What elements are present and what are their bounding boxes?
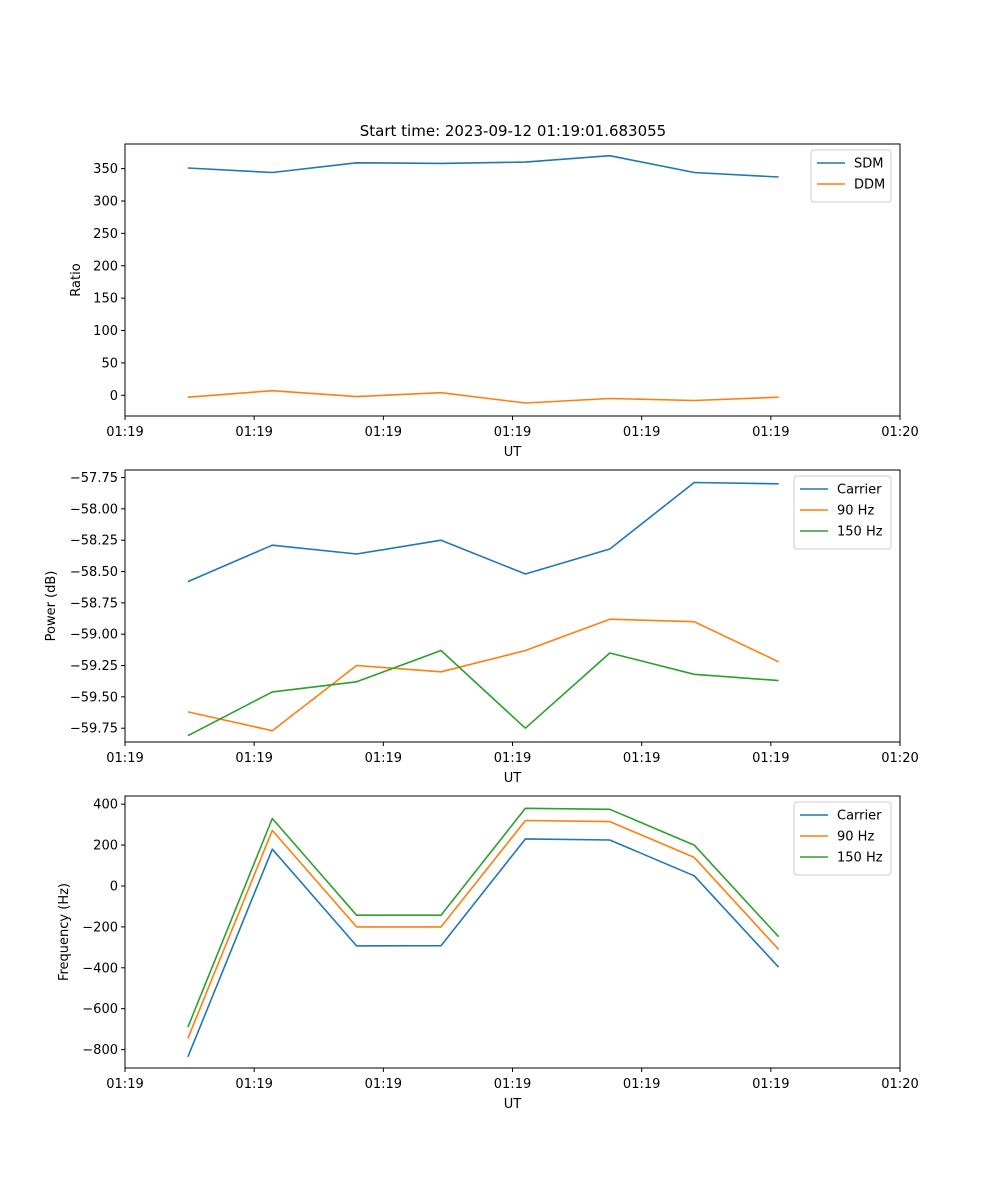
x-tick-label: 01:19 (623, 751, 660, 766)
x-tick-label: 01:19 (235, 425, 272, 440)
series-line-90-hz (187, 618, 779, 732)
y-tick-label: −58.00 (70, 502, 118, 517)
subplots: 0 50 100 150 200 250 300 350 01:19 01:19 01:19 01:1… (44, 143, 919, 1112)
series-line-ddm (187, 389, 779, 404)
x-axis-label: UT (504, 1097, 522, 1112)
x-tick-label: 01:20 (881, 751, 918, 766)
x-tick-label: 01:19 (752, 425, 789, 440)
x-tick-label: 01:19 (752, 751, 789, 766)
x-tick-label: 01:19 (106, 751, 143, 766)
y-tick-label: −58.25 (70, 534, 118, 549)
legend-label: Carrier (837, 809, 882, 824)
x-tick-label: 01:19 (494, 425, 531, 440)
y-tick-label: 350 (93, 162, 118, 177)
series-line-carrier (187, 838, 780, 1058)
x-tick-label: 01:19 (494, 751, 531, 766)
x-tick-label: 01:19 (106, 1077, 143, 1092)
legend-label: 150 Hz (837, 851, 883, 866)
x-axis-label: UT (504, 771, 522, 786)
y-tick-label: −400 (82, 961, 118, 976)
legend-label: DDM (854, 178, 885, 193)
series-line-carrier (187, 481, 779, 583)
x-tick-label: 01:19 (494, 1077, 531, 1092)
x-axis-label: UT (504, 445, 522, 460)
legend-label: SDM (854, 157, 883, 172)
axes-frame (124, 795, 901, 1069)
legend-label: 150 Hz (837, 525, 883, 540)
y-tick-label: −57.75 (70, 471, 118, 486)
axes-frame (124, 469, 901, 743)
y-tick-label: 150 (93, 292, 118, 307)
subplot-2: −59.75 −59.50 −59.25 −59.00 −58.75 −58.50 −58.… (44, 469, 919, 786)
y-tick-label: −59.75 (70, 722, 118, 737)
subplot-3: −800 −600 −400 −200 0 200 400 01:19 01:19 01:19 01… (57, 795, 919, 1112)
y-tick-label: 250 (93, 227, 118, 242)
y-tick-label: 300 (93, 194, 118, 209)
y-tick-label: −59.00 (70, 628, 118, 643)
legend: SDM DDM (810, 149, 892, 203)
y-tick-label: 200 (93, 839, 118, 854)
y-axis-label: Power (dB) (44, 571, 59, 642)
x-tick-label: 01:19 (365, 751, 402, 766)
series-line-150-hz (187, 649, 779, 737)
y-tick-label: −200 (82, 920, 118, 935)
x-tick-label: 01:19 (623, 425, 660, 440)
series-line-150-hz (187, 807, 780, 1028)
x-tick-label: 01:19 (752, 1077, 789, 1092)
y-tick-label: −59.25 (70, 659, 118, 674)
y-tick-label: −58.50 (70, 565, 118, 580)
y-tick-label: −600 (82, 1002, 118, 1017)
y-axis-label: Ratio (69, 263, 84, 296)
y-tick-label: 50 (101, 356, 118, 371)
y-axis-label: Frequency (Hz) (57, 883, 72, 981)
legend: Carrier 90 Hz 150 Hz (793, 801, 892, 876)
series-line-90-hz (187, 819, 780, 1039)
series-line-sdm (187, 154, 779, 178)
y-tick-label: −58.75 (70, 596, 118, 611)
x-tick-label: 01:19 (106, 425, 143, 440)
legend-label: 90 Hz (837, 504, 874, 519)
axes-frame (124, 143, 901, 417)
y-tick-label: −59.50 (70, 690, 118, 705)
x-tick-label: 01:19 (365, 425, 402, 440)
y-tick-label: 100 (93, 324, 118, 339)
y-tick-label: −800 (82, 1043, 118, 1058)
legend: Carrier 90 Hz 150 Hz (793, 475, 892, 550)
x-tick-label: 01:19 (365, 1077, 402, 1092)
subplot-1: 0 50 100 150 200 250 300 350 01:19 01:19 01:19 01:1… (69, 143, 919, 460)
y-tick-label: 200 (93, 259, 118, 274)
y-tick-label: 0 (110, 879, 118, 894)
x-tick-label: 01:19 (235, 1077, 272, 1092)
x-tick-label: 01:19 (235, 751, 272, 766)
figure-title: Start time: 2023-09-12 01:19:01.683055 (360, 122, 666, 140)
x-tick-label: 01:20 (881, 1077, 918, 1092)
legend-label: 90 Hz (837, 830, 874, 845)
legend-label: Carrier (837, 483, 882, 498)
y-tick-label: 400 (93, 798, 118, 813)
y-tick-label: 0 (110, 389, 118, 404)
x-tick-label: 01:19 (623, 1077, 660, 1092)
x-tick-label: 01:20 (881, 425, 918, 440)
